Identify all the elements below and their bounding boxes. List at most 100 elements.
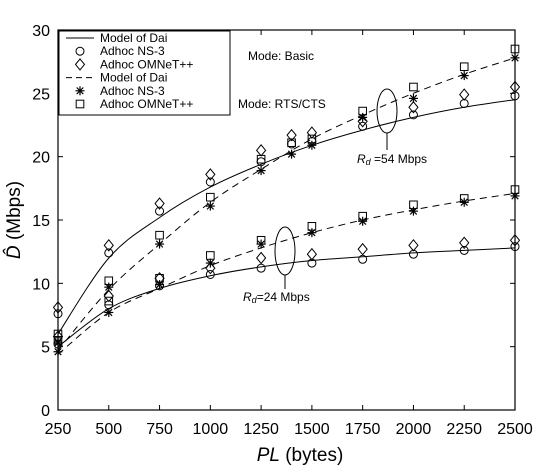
legend-marker-circle [75,46,85,56]
legend-label: Model of Dai [100,31,167,45]
x-tick-label: 1250 [243,421,279,438]
data-point-star [307,228,317,238]
data-point-star [307,140,317,150]
marker-square-shape [307,134,317,144]
data-point-star [358,216,368,226]
x-tick-label: 500 [95,421,122,438]
data-point-square [155,273,164,283]
data-point-diamond [306,247,318,261]
legend-label: Adhoc NS-3 [100,44,165,58]
legend-label: Adhoc OMNeT++ [100,97,193,111]
x-tick-label: 1000 [193,421,229,438]
x-tick-label: 250 [45,421,72,438]
marker-circle-shape [104,248,114,258]
annotation-label-24: Rd=24 Mbps [243,290,310,305]
data-point-square [155,230,164,240]
data-point-square [256,235,266,245]
data-point-square [307,222,317,231]
data-point-star [358,112,368,122]
points-omnet-24-basic [52,233,521,343]
data-point-diamond [459,236,470,250]
data-point-star [104,307,114,317]
legend-key-square [75,99,85,109]
marker-diamond-shape [74,58,86,71]
data-point-square [206,192,215,202]
y-tick-label: 15 [32,213,50,230]
marker-diamond-shape [154,197,165,210]
marker-diamond-shape [103,239,114,252]
model-curve-54-basic [57,99,516,335]
marker-star-stroke [105,308,113,317]
data-point-circle [358,121,368,131]
data-point-diamond [103,239,114,252]
marker-diamond-shape [306,126,318,139]
marker-circle-shape [205,177,215,187]
legend-key-star [75,86,85,96]
x-axis-title: PL (bytes) [257,445,344,466]
data-point-square [287,138,296,148]
data-point-star [155,280,165,290]
marker-square-shape [459,194,469,203]
y-tick-label: 0 [41,403,50,420]
marker-diamond-shape [255,251,267,265]
data-point-star [459,71,469,81]
data-point-star [256,166,266,176]
marker-diamond-shape [306,247,318,261]
data-point-star [205,201,215,211]
data-point-diamond [357,114,368,128]
data-point-circle [205,177,215,187]
legend-marker-star [75,86,85,96]
data-point-square [307,134,317,144]
data-point-diamond [286,128,297,142]
marker-diamond-shape [357,242,368,256]
data-point-square [206,251,215,260]
marker-star-stroke [206,259,215,267]
marker-star-stroke [206,202,215,210]
points-ns3-54-rtscts [53,53,520,348]
marker-square-shape [104,296,114,306]
x-tick-label: 2500 [497,421,533,438]
marker-square-shape [459,62,469,72]
marker-diamond-shape [459,236,470,250]
data-point-circle [104,248,114,258]
marker-circle-shape [75,46,85,56]
marker-square-shape [287,138,296,148]
data-point-star [408,206,418,216]
data-point-circle [155,206,165,216]
marker-diamond-shape [459,88,470,101]
data-point-diamond [408,239,419,252]
data-point-square [104,276,114,286]
y-tick-label: 30 [32,23,50,40]
mode-label-basic: Mode: Basic [248,49,314,63]
data-point-circle [205,269,215,279]
marker-diamond-shape [357,114,368,128]
data-point-circle [459,245,469,255]
model-curve-24-rtscts [57,192,516,355]
data-point-diamond [459,88,470,101]
y-tick-label: 10 [32,276,50,293]
marker-star-stroke [257,166,265,175]
marker-square-shape [358,106,367,116]
data-point-circle [408,110,418,120]
marker-square-shape [409,200,418,210]
marker-square-shape [155,273,164,283]
marker-square-shape [75,99,85,109]
data-point-diamond [255,251,267,265]
marker-square-shape [409,82,418,92]
marker-circle-shape [408,110,418,120]
data-point-square [358,106,367,116]
marker-star-stroke [287,150,296,158]
model-curve-24-basic [57,247,516,348]
data-point-star [287,149,297,159]
data-point-diamond [103,289,114,303]
legend-marker-square [75,99,85,109]
legend-label: Model of Dai [100,71,167,85]
data-point-square [358,211,367,221]
x-tick-label: 1750 [345,421,381,438]
legend-marker-diamond [74,58,86,71]
marker-diamond-shape [408,100,419,114]
y-tick-label: 5 [41,340,50,357]
data-point-square [104,296,114,306]
